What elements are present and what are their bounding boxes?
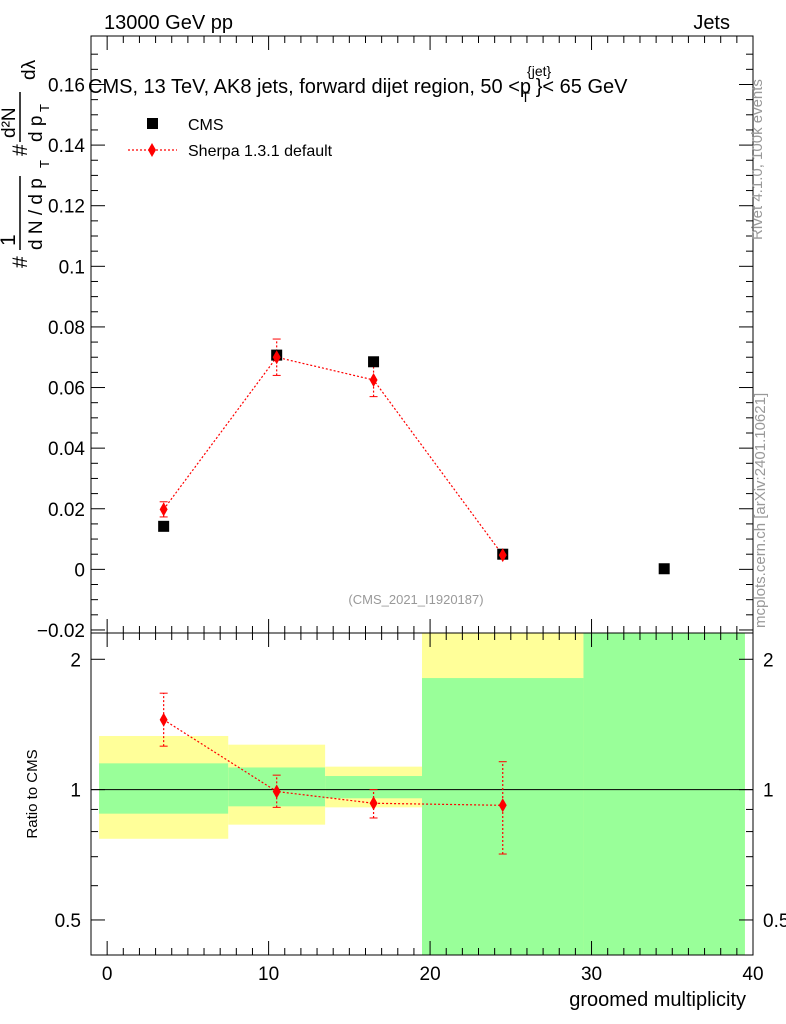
main-ytick-label: 0.06 bbox=[48, 379, 85, 400]
ratio-xtick-label: 10 bbox=[258, 964, 279, 985]
ratio-sherpa-point bbox=[498, 798, 507, 813]
sherpa-line bbox=[163, 356, 504, 556]
ratio-xtick-label: 20 bbox=[420, 964, 441, 985]
main-ytick-label: 0.12 bbox=[48, 197, 85, 218]
main-title-sub: T bbox=[521, 89, 530, 105]
ratio-sherpa-point bbox=[159, 712, 168, 727]
ylabel-sub-2: T bbox=[37, 104, 52, 112]
main-ytick-label: 0.02 bbox=[48, 500, 85, 521]
main-ytick-label: −0.02 bbox=[37, 621, 85, 642]
ylabel-hash-2: # bbox=[9, 144, 32, 156]
ylabel-den2: d p bbox=[26, 116, 47, 142]
ylabel-hash-1: # bbox=[9, 256, 32, 268]
sherpa-point bbox=[369, 372, 378, 387]
ratio-band-green bbox=[99, 763, 229, 814]
main-title-main: CMS, 13 TeV, AK8 jets, forward dijet reg… bbox=[88, 76, 531, 98]
main-panel: −0.02 0 0.02 0.04 0.06 0.08 0.1 0.12 0.14 0.16 (C… bbox=[0, 35, 754, 642]
ratio-ytick-label: 0.5 bbox=[55, 911, 81, 932]
watermark: (CMS_2021_I1920187) bbox=[348, 592, 483, 607]
main-ylabel: # 1 d N / d p T # d²N d p T dλ bbox=[0, 59, 52, 268]
main-ytick-label: 0 bbox=[74, 560, 85, 581]
main-ytick-label: 0.14 bbox=[48, 136, 85, 157]
ratio-xtick-label: 30 bbox=[581, 964, 602, 985]
ratio-xtick-label: 40 bbox=[742, 964, 763, 985]
ylabel-one: 1 bbox=[0, 234, 20, 246]
ratio-sherpa-point bbox=[272, 784, 281, 799]
ratio-sherpa-point bbox=[369, 796, 378, 811]
ratio-ytick-label: 1 bbox=[70, 781, 81, 802]
rivet-label: Rivet 4.1.0, 100k events bbox=[749, 79, 766, 240]
ratio-frame bbox=[90, 632, 754, 956]
ylabel-sub: T bbox=[37, 160, 52, 168]
ratio-ylabel: Ratio to CMS bbox=[24, 749, 41, 838]
main-ytick-label: 0.08 bbox=[48, 318, 85, 339]
ratio-panel: 0.5 0.51 12 20 10 20 30 40 Ratio to CMS groomed… bbox=[24, 632, 786, 1011]
ratio-xtick-label: 0 bbox=[102, 964, 113, 985]
main-ytick-label: 0.04 bbox=[48, 439, 85, 460]
legend-sherpa-marker bbox=[148, 143, 156, 157]
ratio-ytick-label: 2 bbox=[70, 650, 81, 671]
sherpa-point bbox=[159, 502, 168, 517]
mcplots-label: mcplots.cern.ch [arXiv:2401.10621] bbox=[752, 393, 769, 628]
legend-cms-marker bbox=[147, 118, 158, 129]
cms-point bbox=[368, 356, 380, 368]
sherpa-point bbox=[272, 350, 281, 365]
cms-point bbox=[158, 520, 170, 532]
header-right: Jets bbox=[693, 12, 730, 34]
main-title-sup: {jet} bbox=[527, 63, 551, 79]
main-title: CMS, 13 TeV, AK8 jets, forward dijet reg… bbox=[88, 63, 628, 105]
ylabel-dl: dλ bbox=[19, 59, 40, 80]
header-left: 13000 GeV pp bbox=[104, 12, 233, 34]
legend: CMS Sherpa 1.3.1 default bbox=[128, 117, 333, 160]
cms-point bbox=[658, 563, 670, 575]
main-title-end: }< 65 GeV bbox=[536, 76, 628, 98]
ylabel-den: d N / d p bbox=[26, 178, 47, 250]
ratio-ytick-label-right: 0.5 bbox=[763, 911, 786, 932]
ratio-ytick-label-right: 2 bbox=[763, 650, 774, 671]
ratio-sherpa-line bbox=[163, 719, 503, 806]
main-ytick-label: 0.1 bbox=[59, 257, 85, 278]
main-ytick-label: 0.16 bbox=[48, 75, 85, 96]
sherpa-point bbox=[498, 548, 507, 563]
legend-sherpa-label: Sherpa 1.3.1 default bbox=[188, 143, 333, 160]
ylabel-d2n: d²N bbox=[0, 107, 20, 138]
legend-cms-label: CMS bbox=[188, 117, 224, 134]
ratio-band-green bbox=[583, 633, 745, 955]
ratio-band-green bbox=[325, 776, 422, 799]
ratio-xlabel: groomed multiplicity bbox=[569, 989, 746, 1011]
ratio-ytick-label-right: 1 bbox=[763, 781, 774, 802]
